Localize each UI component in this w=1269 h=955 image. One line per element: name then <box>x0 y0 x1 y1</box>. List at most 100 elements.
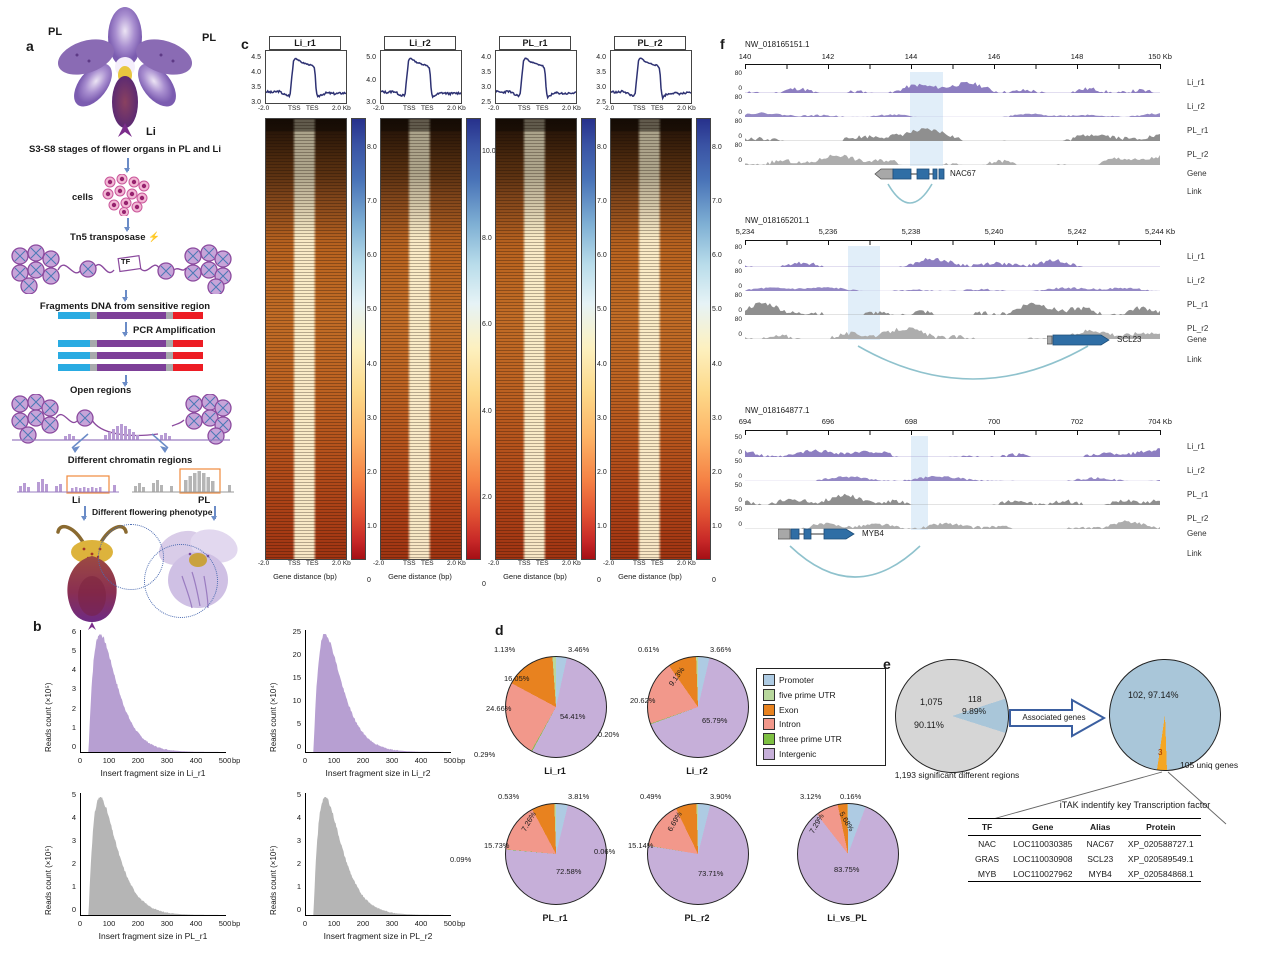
track-pl-r2 <box>745 144 1160 166</box>
gray-slice-pct: 90.11% <box>914 720 944 730</box>
track-li-r2 <box>745 270 1160 292</box>
tick-label: 5.0 <box>597 306 607 314</box>
heatmap-title-text: Li_r2 <box>384 36 456 50</box>
li-track-label: Li <box>72 495 81 506</box>
tick-label: 4.0 <box>482 407 492 415</box>
track-ymax: 80 <box>734 142 742 149</box>
scaffold-id: NW_018164877.1 <box>745 406 810 415</box>
tick-label: 4.0 <box>597 360 607 368</box>
split-arrows <box>71 433 169 453</box>
pie-chart <box>647 656 749 758</box>
legend-swatch <box>763 703 775 716</box>
tn5-caption: Tn5 transposase ⚡ <box>70 232 160 243</box>
legend-label: three prime UTR <box>779 733 842 744</box>
track-ymin: 0 <box>738 307 742 314</box>
profile-curve <box>495 57 577 100</box>
tick-label: 10.0 <box>482 148 496 155</box>
blue-genes-label: 102, 97.14% <box>1128 690 1179 700</box>
regions-pie-chart <box>880 644 1024 788</box>
histogram-area <box>306 634 451 752</box>
profile-x-tick: TES <box>536 105 549 112</box>
tf-box-label: TF <box>121 257 131 266</box>
pie-label: 0.53% <box>498 792 520 801</box>
stages-caption: S3-S8 stages of flower organs in PL and … <box>29 144 221 155</box>
profile-x-tick: TES <box>306 105 319 112</box>
coverage-area <box>745 257 1160 267</box>
x-axis-ticks: 0 100 200 300 400 500 <box>303 756 456 766</box>
pie-label: 15.14% <box>628 841 654 850</box>
track-ymax: 80 <box>734 316 742 323</box>
tick-label: 2.5 <box>596 99 606 106</box>
coverage-area <box>745 112 1160 117</box>
tick-label: 200 <box>356 756 370 765</box>
pie-label: 3.90% <box>710 792 732 801</box>
tick-label: 0 <box>296 905 301 914</box>
track-name: Li_r1 <box>1187 442 1205 451</box>
legend-swatch <box>763 674 775 687</box>
tick-label: 1.0 <box>597 522 607 530</box>
tick-label: 200 <box>131 756 145 765</box>
down-arrow-icon <box>124 158 130 173</box>
tick-label: 100 <box>102 756 116 765</box>
linker-segment <box>90 312 97 319</box>
track-pl-r1 <box>745 294 1160 316</box>
pie-chart <box>797 803 899 905</box>
tick-label: 2.0 <box>597 468 607 476</box>
tick-label: 100 <box>327 756 341 765</box>
heatmap-li-r2 <box>380 118 462 560</box>
gene-name: MYB4 <box>862 529 884 538</box>
x-axis-unit: bp <box>457 919 466 928</box>
legend-label: five prime UTR <box>779 689 836 700</box>
tick-label: 400 <box>189 919 203 928</box>
panel-f-label: f <box>720 36 725 52</box>
track-name: Li_r2 <box>1187 276 1205 285</box>
tick-label: 700 <box>987 417 1001 426</box>
heatmap-x-label: Gene distance (bp) <box>388 572 452 581</box>
tick-label: 7.0 <box>597 198 607 206</box>
gene-model-myb4 <box>778 528 855 540</box>
heatmap-title-pl-r1: PL_r1 <box>499 36 571 50</box>
coverage-area <box>745 520 1160 529</box>
track-ymax: 80 <box>734 70 742 77</box>
ruler-line <box>745 430 1161 435</box>
tick-label: 3.5 <box>481 69 491 76</box>
tick-label: 2.0 <box>367 468 377 476</box>
profile-x-tick: TES <box>421 105 434 112</box>
heatmap-x-tick: TSS <box>518 560 531 567</box>
profile-x-tick: 2.0 Kb <box>332 105 351 112</box>
colorbar-ticks: 10.0 8.0 6.0 4.0 2.0 0 <box>482 118 496 594</box>
y-axis-label: Reads count (×10⁵) <box>44 845 53 915</box>
tick-label: 1 <box>71 722 76 732</box>
legend-item: Promoter <box>763 674 879 687</box>
uniq-genes-label: 105 uniq genes <box>1180 760 1239 770</box>
tick-label: 100 <box>327 919 341 928</box>
tick-label: 4.0 <box>481 54 491 61</box>
tf-table: TF Gene Alias Protein NAC LOC110030385 N… <box>968 818 1201 882</box>
heatmap-x-tick: TES <box>421 560 434 567</box>
x-axis-label: Insert fragment size in Li_r1 <box>100 768 206 778</box>
pie-label: 24.66% <box>486 704 512 713</box>
colorbar-ticks: 8.0 7.0 6.0 5.0 4.0 3.0 2.0 1.0 0 <box>597 118 607 590</box>
ruler-ticks: 694 696 698 700 702 704 Kb <box>739 417 1172 427</box>
profile-plot-li-r1 <box>265 50 347 104</box>
associated-genes-arrow <box>1009 698 1107 738</box>
tick-label: 6.0 <box>367 252 377 260</box>
track-name: PL_r1 <box>1187 300 1209 309</box>
tick-label: 2 <box>71 703 76 713</box>
highlight-region <box>911 436 928 530</box>
tick-label: 300 <box>160 756 174 765</box>
cells-caption: cells <box>72 192 94 203</box>
panel-d-label: d <box>495 622 504 638</box>
chromatin-caption: Different chromatin regions <box>67 455 193 466</box>
profile-plot-li-r2 <box>380 50 462 104</box>
pie-label: 0.61% <box>638 645 660 654</box>
adapter-segment <box>58 364 90 371</box>
insert-segment <box>97 340 166 347</box>
tick-label: 4.0 <box>251 69 261 76</box>
tick-label: 300 <box>160 919 174 928</box>
heatmap-title-text: Li_r1 <box>269 36 341 50</box>
heatmap-x-tick: 2.0 Kb <box>677 560 696 567</box>
track-li-r1 <box>745 246 1160 268</box>
legend-item: Exon <box>763 703 879 716</box>
tick-label: 8.0 <box>712 144 722 151</box>
